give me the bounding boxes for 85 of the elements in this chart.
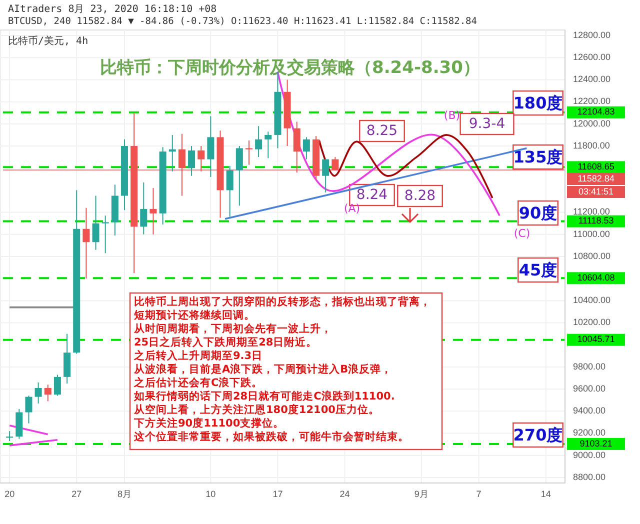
x-tick-label: 24 [340,489,350,499]
annotation: 下方关注90度11100支撑位。 [133,416,284,430]
annotation: 270度 [513,426,563,444]
candlestick [255,126,262,158]
y-tick-label: 9600.00 [573,383,606,394]
annotation: 之后转入上升周期至9.3日 [133,349,263,362]
x-tick-label: 9月 [414,489,428,499]
annotation: 比特币上周出现了大阴穿阳的反转形态，指标也出现了背离， [134,295,431,308]
x-tick-label: 27 [72,489,82,499]
annotation: 从波浪看，目前是A浪下跌，下周预计进入B浪反弹， [133,362,392,376]
annotation: 这个位置非常重要，如果被跌破，可能牛市会暂时结束。 [133,430,409,443]
annotation: 之后估计还会有C浪下跌。 [133,376,263,389]
x-tick-label: 14 [540,489,551,499]
y-tick-label: 10400.00 [573,295,611,306]
candlestick [198,146,205,172]
annotation: (C) [514,227,530,240]
y-tick-label: 11000.00 [573,228,610,239]
x-tick-label: 20 [4,489,15,499]
annotation: 从时间周期看，下周初会先有一波上升， [133,322,332,335]
y-tick-label: 12800.00 [573,30,611,40]
annotation: 45度 [518,260,558,280]
candlestick [302,136,310,160]
annotation: (A) [344,202,360,216]
text: BTCUSD, 240 11582.84 ▼ -84.86 (-0.73%) O:11623.40 H:11623.41 L:11582.84 C:11582.84 [8,16,478,27]
x-tick-label: 8月 [117,489,132,499]
x-tick-label: 10 [206,489,216,499]
y-tick-label: 10800.00 [573,250,611,261]
candlestick [168,134,176,172]
annotation: 如果行情弱的话下周28日就有可能走C浪跌到11100. [133,390,395,402]
annotation: 8.28 [404,188,436,204]
annotation: 9.3-4 [468,116,506,132]
candlestick [34,382,42,404]
y-tick-label: 12600.00 [573,52,611,62]
candlestick [6,430,14,442]
candlestick [54,374,61,396]
candlestick [25,395,32,424]
candlestick [245,140,252,166]
annotation: 135度 [513,148,563,166]
y-tick-label: 12400.00 [573,74,611,84]
candlestick [293,121,300,174]
candlestick [44,384,52,402]
annotation: 短期预计还将继续回调。 [133,308,255,322]
candlestick [150,188,157,235]
ref-line-label: 10604.08 [577,272,615,283]
ref-line-label: 12104.83 [577,106,615,117]
candlestick [322,158,330,193]
text: 03:41:51 [578,186,614,196]
y-tick-label: 11200.00 [573,206,610,217]
annotation: 180度 [513,94,563,112]
annotation: 8.24 [356,187,388,203]
y-tick-label: 10200.00 [573,317,611,328]
ref-line-label: 11582.84 [578,173,614,184]
annotation: 8.25 [366,123,398,139]
annotation: 比特币/美元, 4h [8,35,88,47]
candlestick [332,156,339,171]
x-tick-label: 17 [272,489,283,499]
ref-line-label: 9103.21 [580,438,612,448]
y-tick-label: 11800.00 [573,140,610,150]
annotation: (B) [444,109,460,122]
text: 比特币：下周时价分析及交易策略（8.24-8.30） [100,58,480,78]
y-tick-label: 12000.00 [573,118,611,128]
ref-line-label: 11608.65 [578,162,614,172]
candlestick [82,207,90,280]
candlestick [188,146,196,176]
ref-line-label: 11118.53 [578,216,614,226]
x-tick-label: 7 [476,489,482,499]
y-tick-label: 9200.00 [573,428,606,438]
candlestick [140,182,148,235]
y-tick-label: 9800.00 [573,361,606,372]
candlestick [102,215,109,254]
text: AItraders 8月 23, 2020 16:18:10 +08 [8,4,217,15]
annotation: 从空间上看，上方关注江恩180度12100压力位。 [133,403,380,416]
candlestick [236,146,243,206]
y-tick-label: 9400.00 [573,406,606,416]
annotation: 90度 [518,204,558,222]
y-tick-label: 8800.00 [573,472,606,482]
candlestick [207,116,214,178]
y-tick-label: 12200.00 [573,96,611,106]
candlestick [226,165,234,218]
candlestick [92,195,100,250]
candlestick [178,133,186,196]
y-tick-label: 9000.00 [573,450,606,460]
candlestick [264,131,272,159]
ref-line-label: 10045.71 [577,334,615,344]
annotation: 25日之后转入下跌周期至28日附近。 [134,336,318,348]
